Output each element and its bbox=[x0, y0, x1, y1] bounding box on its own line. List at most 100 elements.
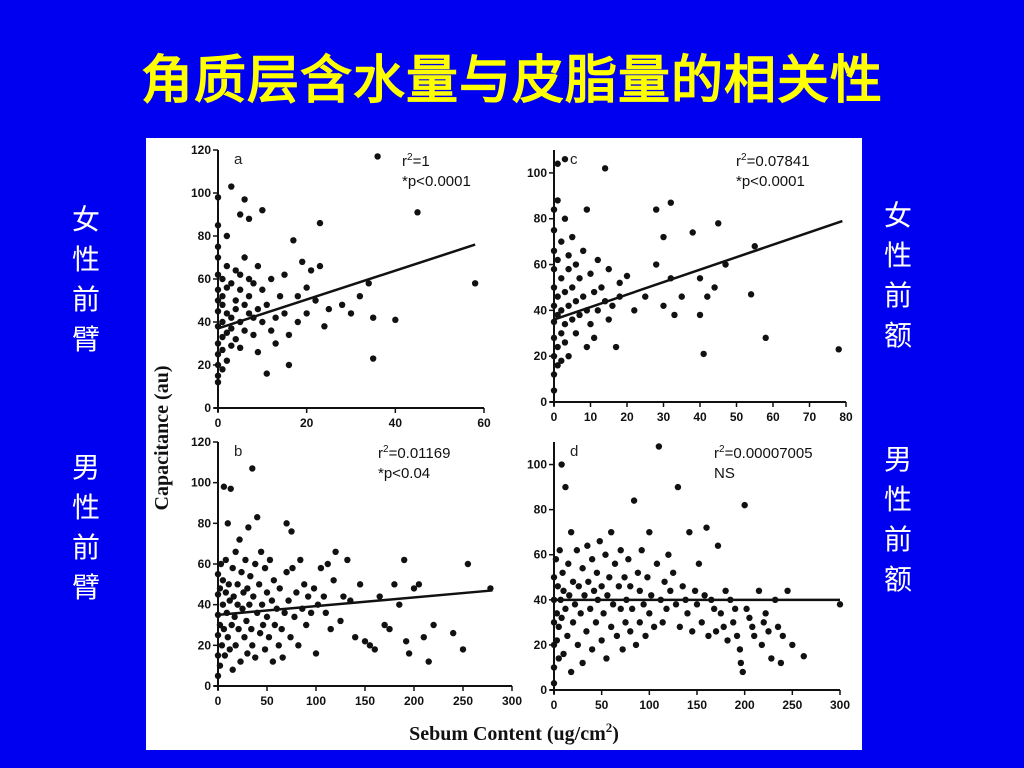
data-point bbox=[247, 573, 254, 580]
data-point bbox=[228, 314, 235, 321]
data-point bbox=[312, 297, 319, 304]
data-point bbox=[672, 601, 680, 608]
panel-letter: d bbox=[570, 443, 578, 460]
data-point bbox=[550, 596, 558, 604]
data-point bbox=[731, 605, 739, 613]
data-point bbox=[628, 605, 636, 613]
data-point bbox=[324, 560, 331, 568]
data-point bbox=[550, 387, 558, 394]
data-point bbox=[558, 461, 565, 468]
y-tick-label: 20 bbox=[198, 358, 212, 372]
data-point bbox=[244, 650, 251, 657]
data-point bbox=[299, 258, 306, 265]
data-point bbox=[619, 646, 626, 653]
data-point bbox=[777, 659, 785, 667]
data-point bbox=[330, 577, 337, 584]
data-point bbox=[256, 629, 264, 637]
p-value-label: *p<0.04 bbox=[378, 465, 430, 482]
data-point bbox=[219, 301, 226, 308]
data-point bbox=[565, 302, 572, 309]
data-point bbox=[717, 610, 725, 617]
data-point bbox=[294, 293, 301, 300]
data-point bbox=[747, 291, 755, 298]
data-point bbox=[241, 254, 248, 261]
data-point bbox=[553, 610, 561, 617]
data-point bbox=[252, 654, 259, 661]
data-point bbox=[214, 372, 222, 379]
x-tick-label: 30 bbox=[657, 410, 671, 424]
data-point bbox=[243, 617, 250, 625]
data-point bbox=[550, 206, 558, 213]
data-point bbox=[555, 623, 562, 631]
data-point bbox=[583, 206, 591, 213]
data-point bbox=[602, 551, 609, 558]
data-point bbox=[704, 293, 711, 300]
data-point bbox=[608, 528, 615, 536]
data-point bbox=[414, 209, 421, 216]
data-point bbox=[216, 662, 224, 669]
trend-line bbox=[217, 589, 493, 617]
data-point bbox=[391, 581, 398, 588]
data-point bbox=[646, 528, 653, 536]
data-point bbox=[572, 298, 580, 305]
data-point bbox=[700, 350, 707, 358]
data-point bbox=[612, 343, 620, 351]
data-point bbox=[263, 589, 271, 596]
data-point bbox=[464, 560, 472, 568]
data-point bbox=[737, 659, 745, 667]
x-tick-label: 0 bbox=[551, 698, 558, 712]
r-squared-label: r2=0.07841 bbox=[736, 152, 810, 170]
data-point bbox=[631, 307, 638, 314]
data-point bbox=[671, 311, 678, 319]
data-point bbox=[550, 574, 558, 581]
data-point bbox=[669, 569, 677, 576]
data-point bbox=[245, 215, 253, 222]
data-point bbox=[219, 366, 226, 373]
data-point bbox=[583, 628, 590, 635]
data-point bbox=[214, 351, 222, 358]
x-tick-label: 20 bbox=[300, 416, 314, 430]
data-point bbox=[698, 619, 705, 626]
y-tick-label: 80 bbox=[534, 503, 548, 517]
data-point bbox=[751, 243, 758, 250]
data-point bbox=[580, 247, 587, 254]
y-tick-label: 40 bbox=[534, 303, 548, 317]
r-squared-label: r2=1 bbox=[402, 152, 430, 170]
data-point bbox=[259, 318, 266, 326]
data-point bbox=[562, 605, 569, 613]
data-point bbox=[276, 585, 283, 592]
data-point bbox=[554, 256, 561, 264]
data-point bbox=[627, 628, 634, 635]
data-point bbox=[261, 564, 269, 572]
data-point bbox=[226, 597, 233, 604]
data-point bbox=[554, 343, 561, 351]
data-point bbox=[369, 355, 377, 362]
data-point bbox=[287, 634, 294, 641]
data-point bbox=[214, 672, 222, 680]
data-point bbox=[220, 625, 228, 633]
data-point bbox=[214, 631, 222, 639]
data-point bbox=[561, 155, 569, 163]
data-point bbox=[751, 632, 758, 640]
data-point bbox=[303, 284, 310, 291]
data-point bbox=[590, 334, 598, 342]
x-tick-label: 50 bbox=[260, 694, 274, 708]
data-point bbox=[561, 339, 569, 346]
y-tick-label: 80 bbox=[534, 212, 548, 226]
panel-letter: a bbox=[234, 151, 243, 168]
data-point bbox=[581, 592, 588, 599]
data-point bbox=[556, 547, 563, 554]
y-tick-label: 0 bbox=[540, 683, 547, 697]
data-point bbox=[283, 520, 290, 527]
data-point bbox=[598, 583, 605, 590]
panel-a: 0 20 40 60 80 100 120 0 20 40 60 a r2=1 *p<0.0001 bbox=[191, 143, 491, 430]
data-point bbox=[616, 279, 623, 287]
data-point bbox=[576, 275, 583, 282]
data-point bbox=[593, 569, 601, 576]
data-point bbox=[254, 262, 262, 270]
data-point bbox=[758, 641, 766, 649]
data-point bbox=[646, 610, 653, 617]
data-point bbox=[660, 233, 667, 241]
data-point bbox=[741, 501, 748, 509]
data-point bbox=[266, 556, 274, 564]
